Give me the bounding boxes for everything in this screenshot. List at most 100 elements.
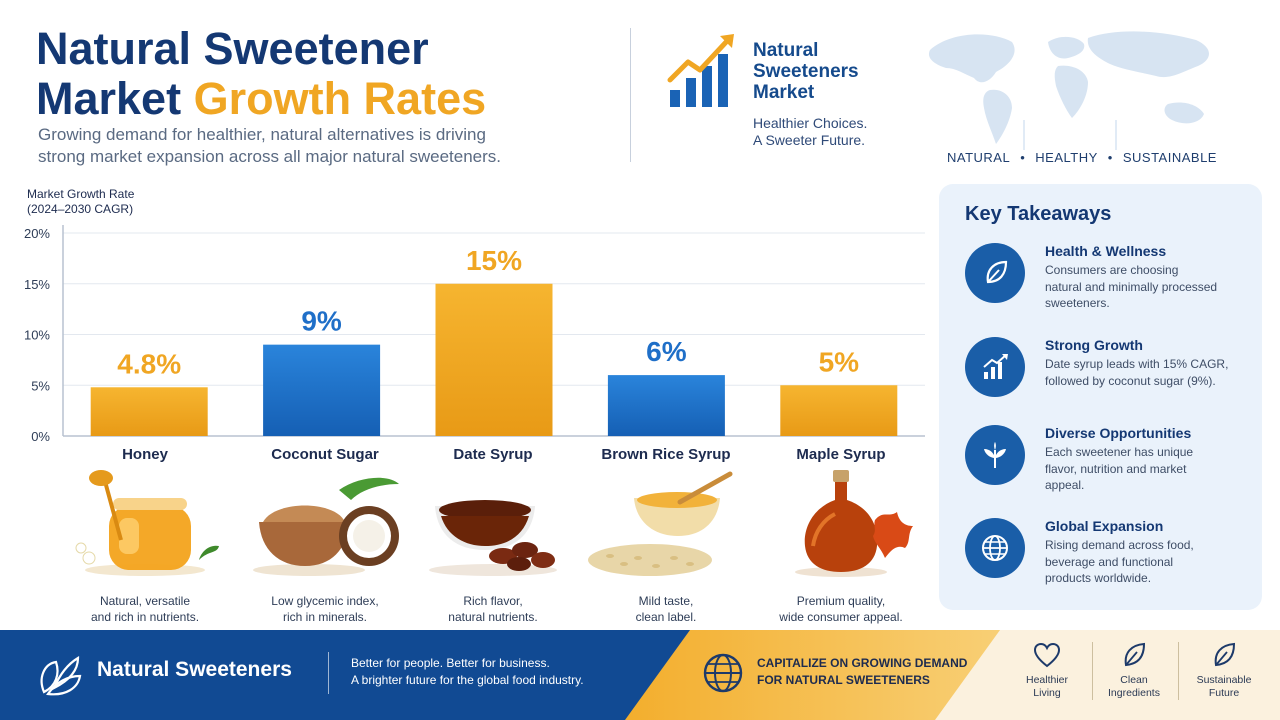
product-date-syrup: Date Syrup Rich flavor, natural nutrient… (407, 440, 579, 625)
product-description: Low glycemic index, rich in minerals. (239, 593, 411, 625)
title-line1: Natural Sweetener (36, 23, 429, 74)
maple-syrup-icon (795, 470, 913, 577)
date-syrup-icon (429, 500, 557, 576)
page-title: Natural Sweetener Market Growth Rates (36, 24, 486, 124)
pillar-separator: • (1107, 150, 1113, 165)
takeaway-line2: flavor, nutrition and market (1045, 461, 1187, 476)
category-label: Date Syrup (453, 446, 533, 463)
category-label: Maple Syrup (796, 446, 886, 463)
heart-icon (1033, 642, 1061, 668)
badge-label: Clean Ingredients (1098, 674, 1170, 700)
takeaway-text: Each sweetener has unique flavor, nutrit… (1045, 444, 1245, 494)
y-tick-label: 5% (31, 378, 50, 393)
data-label: 5% (819, 346, 860, 377)
desc-line2: wide consumer appeal. (779, 610, 903, 624)
badge-label-line1: Healthier (1025, 674, 1069, 686)
badge-label-line2: Ingredients (1108, 687, 1160, 699)
category-label: Brown Rice Syrup (601, 446, 731, 463)
takeaway-line3: sweeteners. (1045, 296, 1110, 310)
takeaway-line1: Rising demand across food, (1045, 538, 1194, 552)
brand-tag-line2: A Sweeter Future. (753, 132, 866, 148)
desc-line2: and rich in nutrients. (90, 610, 200, 624)
growth-chart-icon (965, 337, 1025, 397)
y-tick-label: 10% (24, 328, 50, 343)
takeaway-title: Strong Growth (1045, 337, 1143, 353)
takeaway-text: Rising demand across food, beverage and … (1045, 537, 1245, 587)
footer-msg-line1: Better for people. Better for business. (351, 656, 550, 670)
bar-brown-rice-syrup (607, 375, 725, 436)
desc-line2: clean label. (635, 610, 697, 624)
product-description: Premium quality, wide consumer appeal. (755, 593, 927, 625)
leaf-logo-icon (40, 656, 82, 696)
product-brown-rice-syrup: Brown Rice Syrup Mild taste, clean label… (580, 440, 752, 625)
takeaway-text: Consumers are choosing natural and minim… (1045, 262, 1245, 312)
desc-line1: Natural, versatile (99, 594, 191, 608)
footer-msg-line2: A brighter future for the global food in… (351, 673, 584, 687)
takeaway-title: Global Expansion (1045, 518, 1164, 534)
badge-healthier-living: Healthier Living (1011, 640, 1083, 700)
honey-jar-icon (75, 470, 219, 576)
key-takeaways-title: Key Takeaways (965, 203, 1112, 225)
brand-pillars: NATURAL • HEALTHY • SUSTAINABLE (947, 150, 1217, 165)
takeaway-title: Diverse Opportunities (1045, 425, 1192, 441)
subtitle-line2: strong market expansion across all major… (38, 147, 501, 166)
takeaway-line2: beverage and functional (1045, 554, 1174, 569)
y-tick-label: 15% (24, 277, 50, 292)
title-line2-part1: Market (36, 73, 194, 124)
product-coconut-sugar: Coconut Sugar Low glycemic index, rich i… (239, 440, 411, 625)
product-honey: Honey Natural, versatile and rich in nut… (59, 440, 231, 625)
leaf-icon (965, 243, 1025, 303)
title-accent: Growth Rates (193, 73, 487, 124)
takeaway-text: Date syrup leads with 15% CAGR, followed… (1045, 356, 1245, 389)
badge-divider (1092, 642, 1093, 700)
badge-label: Healthier Living (1011, 674, 1083, 700)
badge-label-line2: Living (1033, 687, 1061, 699)
desc-line2: natural nutrients. (448, 610, 538, 624)
footer-cta: CAPITALIZE ON GROWING DEMAND FOR NATURAL… (757, 655, 967, 689)
bar-date-syrup (435, 283, 553, 436)
takeaway-line1: Consumers are choosing (1045, 263, 1179, 277)
pillar-separator: • (1020, 150, 1026, 165)
title-line2: Market Growth Rates (36, 74, 486, 124)
globe-icon (703, 653, 743, 693)
footer-banner (0, 630, 1280, 720)
badge-label-line1: Clean (1120, 674, 1148, 686)
badge-sustainable-future: Sustainable Future (1188, 640, 1260, 700)
product-maple-syrup: Maple Syrup Premium quality, wide consum… (755, 440, 927, 625)
product-description: Mild taste, clean label. (580, 593, 752, 625)
desc-line1: Rich flavor, (463, 594, 523, 608)
footer-divider (328, 652, 329, 694)
brand-name-line3: Market (753, 82, 815, 103)
brand-name: Natural Sweeteners Market (753, 40, 913, 103)
leaf-icon (1214, 642, 1236, 667)
header-divider (630, 28, 631, 162)
desc-line1: Mild taste, (638, 594, 694, 608)
badge-label: Sustainable Future (1188, 674, 1260, 700)
data-label: 15% (466, 245, 522, 276)
product-description: Rich flavor, natural nutrients. (407, 593, 579, 625)
badge-label-line2: Future (1208, 687, 1240, 699)
bar-coconut-sugar (263, 344, 381, 436)
footer-cta-line2: FOR NATURAL SWEETENERS (757, 673, 930, 687)
takeaway-line1: Each sweetener has unique (1045, 445, 1194, 459)
takeaway-line2: followed by coconut sugar (9%). (1045, 373, 1216, 388)
y-axis-title-line1: Market Growth Rate (27, 187, 135, 201)
desc-line1: Low glycemic index, (271, 594, 379, 608)
bar-maple-syrup (780, 385, 898, 436)
footer-message: Better for people. Better for business. … (351, 655, 584, 689)
world-map-icon (928, 31, 1209, 150)
brand-name-line2: Sweeteners (753, 61, 859, 82)
data-label: 4.8% (117, 348, 181, 379)
growth-chart-icon (667, 34, 734, 107)
globe-icon (965, 518, 1025, 578)
desc-line1: Premium quality, (796, 594, 886, 608)
footer-brand: Natural Sweeteners (97, 658, 292, 681)
category-label: Coconut Sugar (271, 446, 379, 463)
brand-tagline: Healthier Choices. A Sweeter Future. (753, 115, 913, 149)
product-description: Natural, versatile and rich in nutrients… (59, 593, 231, 625)
takeaway-line2: natural and minimally processed (1045, 279, 1218, 294)
y-axis-title-line2: (2024–2030 CAGR) (27, 202, 134, 216)
coconut-sugar-icon (253, 477, 399, 576)
data-label: 6% (646, 336, 687, 367)
takeaway-line1: Date syrup leads with 15% CAGR, (1045, 357, 1229, 371)
